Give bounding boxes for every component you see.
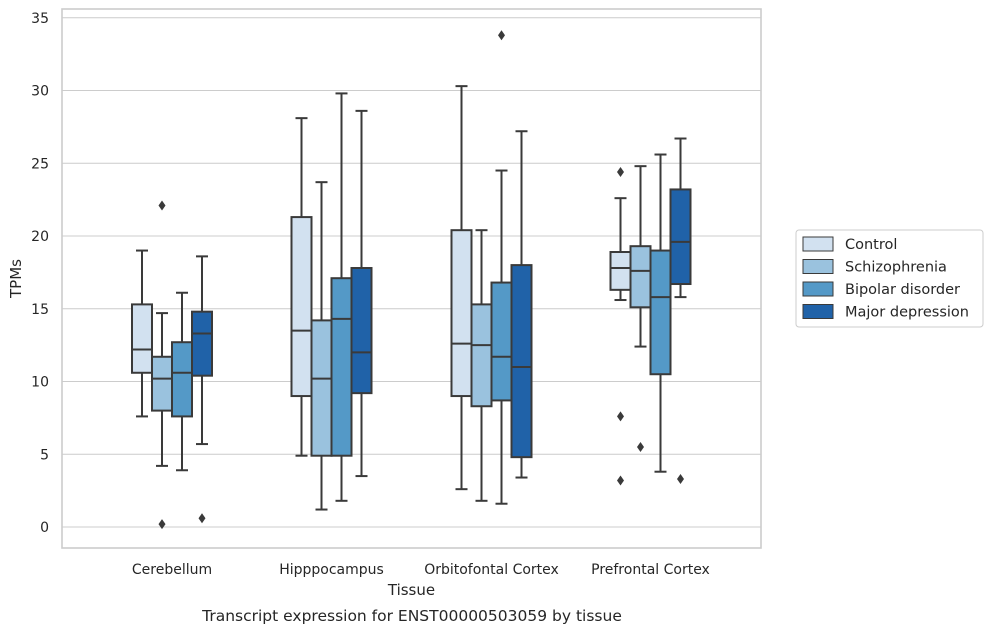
- box-1-0: [290, 117, 313, 457]
- legend-label: Schizophrenia: [845, 260, 947, 276]
- box-1-2: [330, 92, 353, 502]
- y-axis-label: TPMs: [7, 259, 25, 299]
- outlier-point: [198, 513, 206, 524]
- legend-frame: [795, 229, 984, 328]
- x-tick-label: Prefrontal Cortex: [591, 562, 710, 578]
- outlier-point: [498, 30, 505, 41]
- legend-label: Bipolar disorder: [845, 282, 960, 298]
- legend-swatch: [802, 281, 834, 297]
- outlier-point: [677, 473, 684, 484]
- box-0-3: [191, 255, 213, 524]
- x-tick-label: Cerebellum: [132, 562, 212, 578]
- y-tick-label: 10: [31, 375, 49, 391]
- box-3-3: [669, 137, 692, 484]
- box-0-1: [151, 200, 173, 530]
- y-tick-label: 20: [31, 229, 49, 245]
- outlier-point: [637, 441, 644, 452]
- box-3-2: [649, 153, 672, 473]
- outlier-point: [617, 411, 624, 422]
- box-3-1: [629, 165, 652, 452]
- iqr-box: [510, 264, 533, 459]
- iqr-box: [609, 251, 632, 291]
- y-tick-label: 25: [31, 156, 49, 172]
- plot-frame: [61, 8, 762, 549]
- iqr-box: [151, 355, 173, 412]
- box-1-1: [310, 181, 333, 511]
- iqr-box: [131, 303, 153, 374]
- x-tick-label: Orbitofontal Cortex: [424, 562, 559, 578]
- iqr-box: [490, 281, 513, 402]
- legend-swatch: [802, 259, 834, 274]
- y-tick-label: 15: [31, 302, 49, 318]
- box-2-3: [510, 130, 533, 479]
- legend-swatch: [802, 304, 834, 319]
- box-2-2: [490, 30, 513, 505]
- chart-caption: Transcript expression for ENST0000050305…: [201, 607, 622, 625]
- legend-label: Control: [845, 237, 897, 253]
- y-tick-label: 0: [40, 520, 49, 536]
- iqr-box: [649, 249, 672, 376]
- box-0-0: [131, 249, 153, 418]
- legend-label: Major depression: [845, 305, 969, 321]
- iqr-box: [450, 229, 473, 398]
- outlier-point: [158, 200, 166, 211]
- iqr-box: [629, 245, 652, 309]
- box-2-1: [470, 229, 493, 502]
- y-tick-label: 35: [31, 11, 49, 27]
- iqr-box: [310, 319, 333, 457]
- legend: Control Schizophrenia Bipolar disorder Majo…: [795, 229, 984, 328]
- iqr-box: [350, 267, 373, 395]
- iqr-box: [171, 341, 193, 418]
- iqr-box: [470, 303, 493, 408]
- iqr-box: [330, 277, 353, 457]
- outlier-point: [158, 519, 166, 530]
- iqr-box: [191, 310, 213, 377]
- x-tick-label: Hipppocampus: [279, 562, 384, 578]
- box-1-3: [350, 109, 373, 478]
- legend-items: Control Schizophrenia Bipolar disorder Majo…: [802, 236, 969, 321]
- box-3-0: [609, 166, 632, 486]
- x-axis-label: Tissue: [387, 581, 435, 599]
- y-tick-labels: 0 5 10 15 20 25 30 35: [31, 11, 49, 536]
- box-groups: [131, 30, 692, 530]
- box-0-2: [171, 291, 193, 472]
- legend-swatch: [802, 236, 834, 252]
- x-tick-labels: Cerebellum Hipppocampus Orbitofontal Corte…: [132, 562, 710, 578]
- y-tick-label: 30: [31, 84, 49, 100]
- y-tick-label: 5: [40, 447, 49, 463]
- box-2-0: [450, 85, 473, 491]
- iqr-box: [669, 188, 692, 286]
- iqr-box: [290, 216, 313, 398]
- outlier-point: [617, 475, 624, 486]
- outlier-point: [617, 166, 624, 177]
